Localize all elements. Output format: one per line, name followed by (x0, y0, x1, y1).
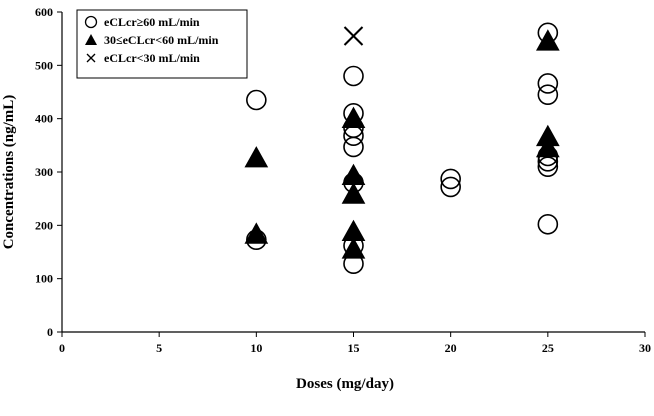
data-marks (244, 22, 560, 275)
data-point (244, 146, 269, 168)
data-point (244, 222, 269, 244)
data-point (341, 237, 366, 259)
y-tick-label: 0 (47, 325, 53, 339)
legend-box (76, 9, 248, 79)
legend-label: eCLcr≥60 mL/min (104, 15, 200, 29)
x-tick-label: 30 (639, 341, 651, 355)
data-point (537, 156, 559, 177)
legend-open-circle-icon (84, 15, 98, 29)
legend-cross-icon (86, 53, 96, 63)
y-tick-label: 600 (35, 5, 53, 19)
data-point (535, 29, 560, 51)
y-tick-label: 300 (35, 165, 53, 179)
legend-label: eCLcr<30 mL/min (104, 51, 200, 65)
data-point (343, 65, 364, 87)
data-point (440, 176, 461, 198)
legend-label: 30≤eCLcr<60 mL/min (104, 33, 219, 47)
y-tick-label: 400 (35, 112, 53, 126)
data-point (341, 106, 366, 128)
x-tick-label: 20 (445, 341, 457, 355)
data-point (537, 73, 559, 94)
data-point (341, 163, 366, 186)
series-cross (343, 26, 364, 46)
legend: eCLcr≥60 mL/min 30≤eCLcr<60 mL/min eCLcr<3… (76, 9, 248, 79)
legend-entry: 30≤eCLcr<60 mL/min (85, 33, 219, 47)
x-tick-label: 0 (59, 341, 65, 355)
legend-filled-triangle-icon (85, 34, 97, 45)
y-tick-label: 100 (35, 272, 53, 286)
legend-entry: eCLcr<30 mL/min (86, 51, 200, 65)
data-point (537, 84, 559, 105)
legend-entry: eCLcr≥60 mL/min (84, 15, 200, 29)
data-point (246, 89, 267, 111)
x-tick-label: 5 (156, 341, 162, 355)
y-axis-title: Concentrations (ng/mL) (1, 95, 17, 250)
data-point (440, 168, 461, 190)
x-tick-label: 10 (250, 341, 262, 355)
data-point (343, 125, 364, 147)
y-tick-label: 200 (35, 218, 53, 232)
x-axis-title: Doses (mg/day) (296, 376, 394, 392)
x-tick-label: 15 (348, 341, 360, 355)
series-filled-triangle (244, 29, 560, 259)
data-point (343, 26, 364, 46)
data-point (535, 135, 560, 158)
y-tick-label: 500 (35, 58, 53, 72)
x-tick-label: 25 (542, 341, 554, 355)
series-open-circle (246, 22, 559, 275)
data-point (343, 136, 364, 158)
data-point (341, 182, 366, 204)
data-point (537, 213, 559, 235)
